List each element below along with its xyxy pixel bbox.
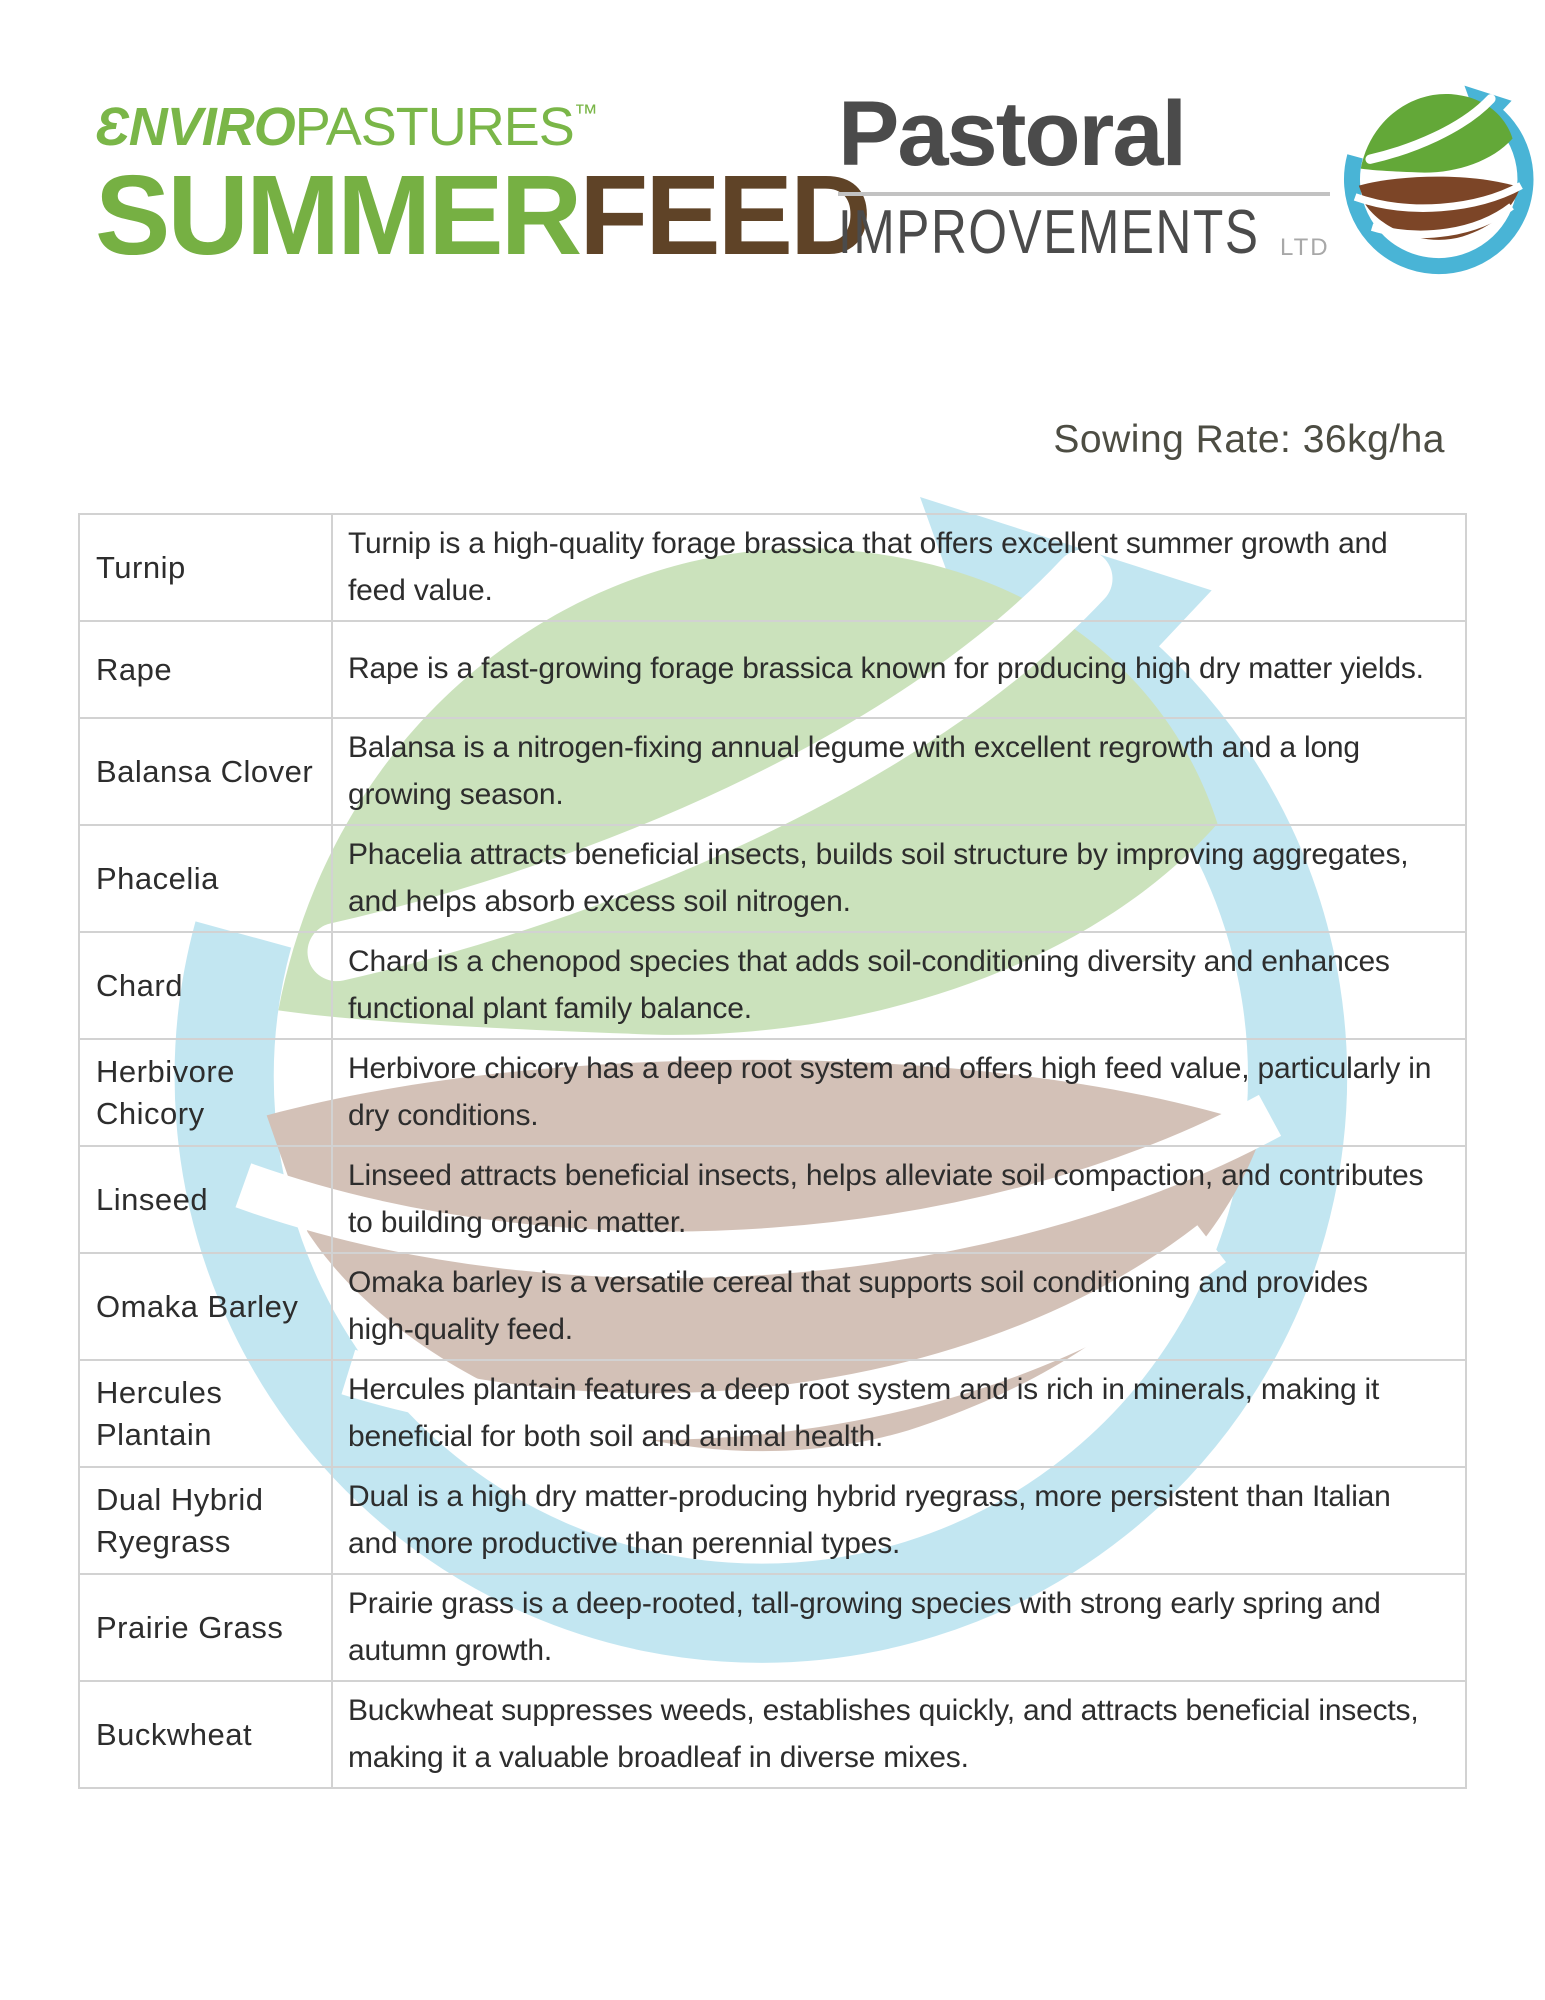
species-name-cell: Rape [78,620,333,719]
species-name-cell: Omaka Barley [78,1252,333,1361]
improvements-row: IMPROVEMENTS LTD [838,202,1330,264]
improvements-text: IMPROVEMENTS [838,198,1260,267]
species-name-cell: Balansa Clover [78,717,333,826]
product-feed-text: FEED [579,152,871,278]
species-name-cell: Dual Hybrid Ryegrass [78,1466,333,1575]
species-row: Turnip Turnip is a high-quality forage b… [78,513,1467,622]
brand-pastures-text: PASTURES [294,97,575,157]
species-row: Herbivore Chicory Herbivore chicory has … [78,1038,1467,1147]
species-table-body: Turnip Turnip is a high-quality forage b… [78,513,1467,1789]
trademark-symbol: ™ [573,100,598,127]
species-name-cell: Hercules Plantain [78,1359,333,1468]
species-description-cell: Rape is a fast-growing forage brassica k… [331,620,1467,719]
species-description-cell: Linseed attracts beneficial insects, hel… [331,1145,1467,1254]
species-description-cell: Hercules plantain features a deep root s… [331,1359,1467,1468]
pastoral-name-text: Pastoral [838,88,1330,196]
pastoral-improvements-logo: Pastoral IMPROVEMENTS LTD [838,88,1538,278]
leaf-soil-arrow-circle-icon [1340,80,1538,278]
pastoral-wordmark: Pastoral IMPROVEMENTS LTD [838,88,1330,264]
species-row: Hercules Plantain Hercules plantain feat… [78,1359,1467,1468]
species-description-cell: Turnip is a high-quality forage brassica… [331,513,1467,622]
species-row: Buckwheat Buckwheat suppresses weeds, es… [78,1680,1467,1789]
summerfeed-wordmark: SUMMERFEED [95,159,872,272]
enviropastures-wordmark: ƐNVIROPASTURES™ [95,100,869,154]
species-row: Balansa Clover Balansa is a nitrogen-fix… [78,717,1467,826]
species-description-cell: Phacelia attracts beneficial insects, bu… [331,824,1467,933]
species-name-cell: Phacelia [78,824,333,933]
species-row: Linseed Linseed attracts beneficial inse… [78,1145,1467,1254]
species-name-cell: Linseed [78,1145,333,1254]
species-description-cell: Omaka barley is a versatile cereal that … [331,1252,1467,1361]
species-table: Turnip Turnip is a high-quality forage b… [78,513,1467,1789]
enviropastures-logo: ƐNVIROPASTURES™ SUMMERFEED [95,100,872,272]
species-description-cell: Buckwheat suppresses weeds, establishes … [331,1680,1467,1789]
species-name-cell: Buckwheat [78,1680,333,1789]
sowing-rate-label: Sowing Rate: 36kg/ha [1053,418,1445,461]
brand-enviro-text: ƐNVIRO [95,97,296,157]
ltd-suffix-text: LTD [1280,234,1330,261]
species-row: Rape Rape is a fast-growing forage brass… [78,620,1467,719]
product-summer-text: SUMMER [95,152,582,278]
species-row: Prairie Grass Prairie grass is a deep-ro… [78,1573,1467,1682]
species-name-cell: Chard [78,931,333,1040]
species-name-cell: Turnip [78,513,333,622]
species-row: Phacelia Phacelia attracts beneficial in… [78,824,1467,933]
species-name-cell: Prairie Grass [78,1573,333,1682]
species-description-cell: Prairie grass is a deep-rooted, tall-gro… [331,1573,1467,1682]
species-row: Omaka Barley Omaka barley is a versatile… [78,1252,1467,1361]
species-description-cell: Dual is a high dry matter-producing hybr… [331,1466,1467,1575]
species-name-cell: Herbivore Chicory [78,1038,333,1147]
species-row: Chard Chard is a chenopod species that a… [78,931,1467,1040]
species-description-cell: Balansa is a nitrogen-fixing annual legu… [331,717,1467,826]
species-description-cell: Chard is a chenopod species that adds so… [331,931,1467,1040]
species-row: Dual Hybrid Ryegrass Dual is a high dry … [78,1466,1467,1575]
species-description-cell: Herbivore chicory has a deep root system… [331,1038,1467,1147]
